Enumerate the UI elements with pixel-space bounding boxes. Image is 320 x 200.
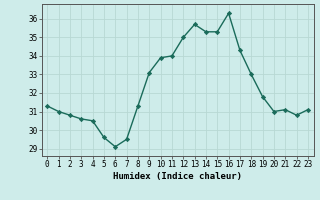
X-axis label: Humidex (Indice chaleur): Humidex (Indice chaleur) <box>113 172 242 181</box>
